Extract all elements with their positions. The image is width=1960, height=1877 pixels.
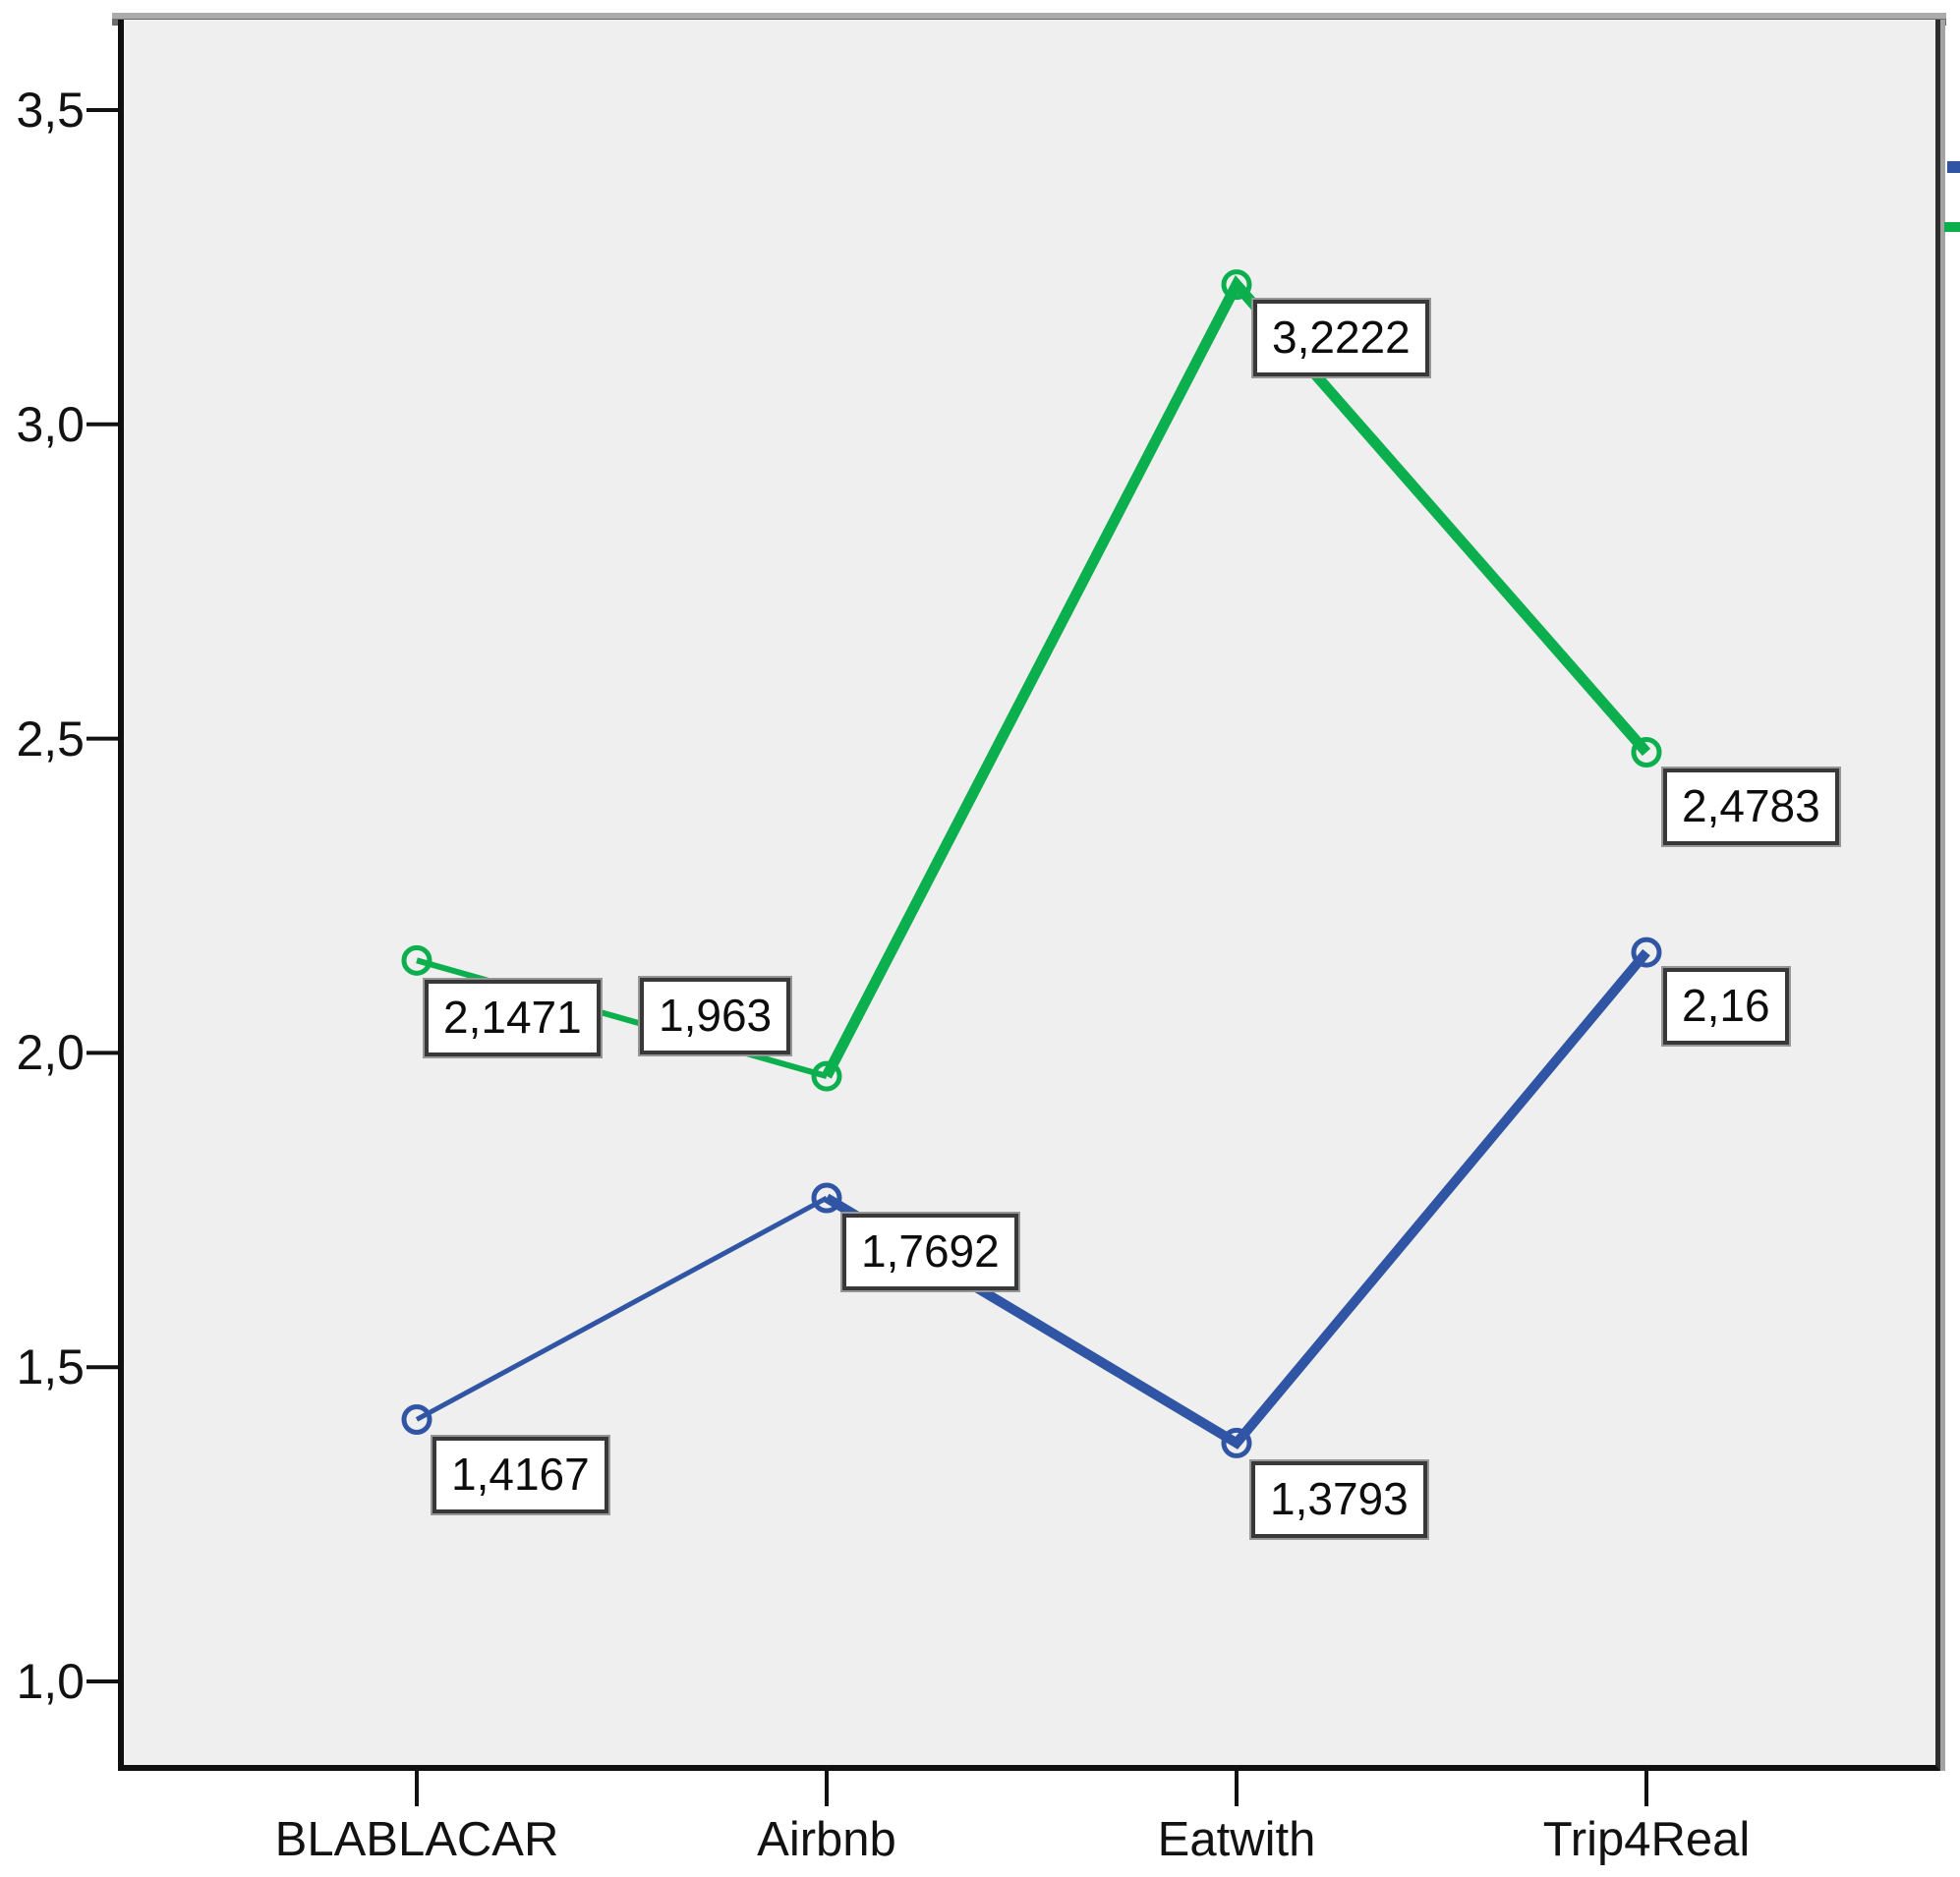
green-series-line	[822, 274, 1651, 1079]
green-series-data-point-marker	[401, 944, 432, 976]
data-point-value-label: 3,2222	[1253, 299, 1429, 376]
data-point-value-label: 2,4783	[1663, 768, 1839, 846]
blue-series-data-point-marker	[401, 1403, 432, 1435]
legend-swatch-green-cropped	[1944, 222, 1960, 232]
y-axis-tick-label: 3,0	[16, 396, 85, 452]
blue-series-data-point-marker	[1221, 1427, 1252, 1458]
x-axis-category-label: Eatwith	[1157, 1813, 1316, 1866]
data-point-value-label: 1,3793	[1251, 1461, 1427, 1539]
data-point-value-label: 1,963	[640, 978, 791, 1055]
green-series-line-segment	[416, 957, 828, 1079]
blue-series-line	[824, 948, 1650, 1450]
data-point-value-label: 2,1471	[425, 980, 601, 1057]
y-axis-tick-label: 1,5	[16, 1339, 85, 1395]
green-series-data-point-marker	[811, 1060, 842, 1092]
green-series-data-point-marker	[1221, 269, 1252, 301]
x-axis-category-label: Trip4Real	[1542, 1813, 1751, 1866]
blue-series-line-segment	[415, 1195, 829, 1422]
y-axis-tick-label: 1,0	[16, 1654, 85, 1709]
data-point-value-label: 2,16	[1663, 968, 1789, 1046]
legend-swatch-blue-cropped	[1947, 161, 1960, 173]
green-series-data-point-marker	[1631, 736, 1662, 768]
y-axis-tick-label: 3,5	[16, 83, 85, 138]
y-axis-tick-label: 2,0	[16, 1025, 85, 1081]
data-point-value-label: 1,7692	[842, 1214, 1018, 1291]
data-point-value-label: 1,4167	[432, 1437, 608, 1514]
plot-area	[118, 20, 1940, 1771]
blue-series-data-point-marker	[1631, 937, 1662, 968]
x-axis-category-label: Airbnb	[757, 1813, 896, 1866]
x-axis-category-label: BLABLACAR	[274, 1813, 559, 1866]
blue-series-data-point-marker	[811, 1182, 842, 1214]
y-axis-tick-label: 2,5	[16, 711, 85, 767]
